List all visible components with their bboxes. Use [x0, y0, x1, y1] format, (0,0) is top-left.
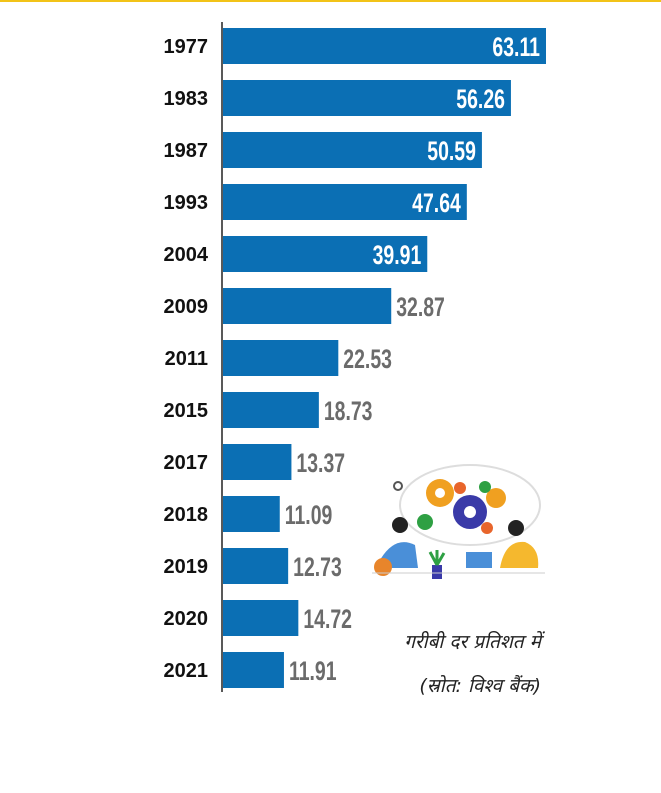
value-label: 11.09 [285, 500, 333, 530]
chart-caption-source: (स्रोत: विश्व बैंक) [419, 675, 541, 697]
category-label: 1977 [164, 36, 209, 58]
value-label: 14.72 [303, 604, 352, 634]
value-label: 63.11 [492, 32, 540, 62]
bar-1977 [223, 28, 546, 64]
value-label: 18.73 [324, 396, 373, 426]
category-label: 2004 [164, 244, 209, 266]
bar-2017 [223, 444, 292, 480]
category-label: 2011 [165, 348, 208, 370]
value-label: 12.73 [293, 552, 342, 582]
value-label: 13.37 [296, 448, 345, 478]
value-label: 56.26 [456, 84, 505, 114]
category-label: 1983 [164, 88, 209, 110]
value-label: 11.91 [289, 656, 337, 686]
category-label: 2017 [164, 452, 209, 474]
top-border [0, 0, 661, 2]
category-label: 2021 [164, 660, 209, 682]
category-label: 2018 [164, 504, 209, 526]
category-label: 1993 [164, 192, 209, 214]
bar-2015 [223, 392, 319, 428]
bar-2018 [223, 496, 280, 532]
bar-2021 [223, 652, 284, 688]
value-label: 22.53 [343, 344, 392, 374]
value-label: 50.59 [427, 136, 476, 166]
value-label: 47.64 [412, 188, 461, 218]
bar-2009 [223, 288, 392, 324]
category-label: 2019 [164, 556, 209, 578]
bar-1993 [223, 184, 467, 220]
category-label: 2009 [164, 296, 209, 318]
bar-2019 [223, 548, 289, 584]
category-label: 2015 [164, 400, 209, 422]
value-label: 39.91 [373, 240, 422, 270]
bar-2011 [223, 340, 339, 376]
bar-2004 [223, 236, 428, 272]
chart-caption-unit: गरीबी दर प्रतिशत में [404, 631, 541, 653]
bar-1987 [223, 132, 482, 168]
bar-1983 [223, 80, 511, 116]
value-label: 32.87 [396, 292, 445, 322]
bar-2020 [223, 600, 299, 636]
category-label: 2020 [164, 608, 209, 630]
category-label: 1987 [164, 140, 209, 162]
